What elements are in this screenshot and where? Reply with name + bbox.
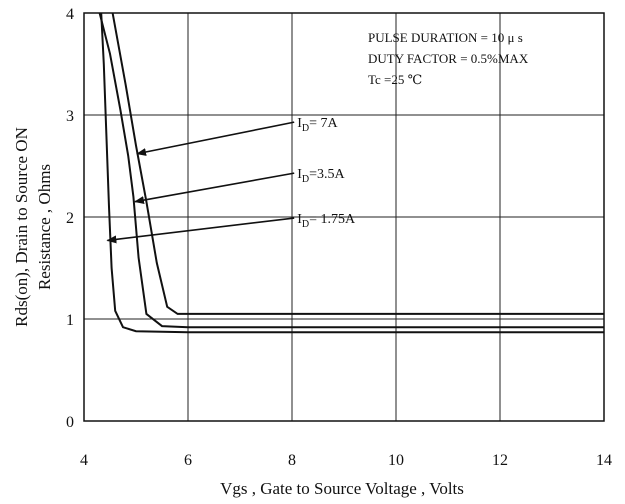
y-tick-label-2: 2 bbox=[66, 210, 74, 227]
y-tick-label-1: 1 bbox=[66, 312, 74, 329]
condition-case-temperature: Tc =25 ℃ bbox=[368, 72, 422, 87]
y-axis-title-line2: Resistance , Ohms bbox=[35, 164, 54, 290]
y-tick-label-0: 0 bbox=[66, 414, 74, 431]
series-arrow-2 bbox=[106, 217, 295, 244]
plot-area-frame bbox=[83, 12, 605, 422]
series-line-2 bbox=[100, 13, 604, 334]
series-line-1 bbox=[98, 13, 604, 329]
condition-pulse-duration: PULSE DURATION = 10 μ s bbox=[368, 30, 523, 45]
series-line-0 bbox=[111, 13, 604, 315]
series-label-1: ID=3.5A bbox=[297, 167, 345, 185]
series-lines bbox=[98, 13, 604, 334]
series-label-0: ID= 7A bbox=[297, 116, 338, 134]
y-axis-ticks: 0 1 2 3 4 bbox=[66, 6, 74, 431]
x-tick-label-5: 14 bbox=[596, 452, 612, 469]
x-tick-label-3: 10 bbox=[388, 452, 404, 469]
x-axis-title: Vgs , Gate to Source Voltage , Volts bbox=[220, 479, 464, 498]
y-tick-label-4: 4 bbox=[66, 6, 74, 23]
series-label-2: ID= 1.75A bbox=[297, 212, 356, 230]
series-arrow-1 bbox=[133, 172, 295, 205]
series-annotations: ID= 7A ID=3.5A ID= 1.75A bbox=[106, 116, 356, 244]
x-tick-label-0: 4 bbox=[80, 452, 88, 469]
y-axis-title-line1: Rds(on), Drain to Source ON bbox=[12, 127, 31, 327]
x-tick-label-4: 12 bbox=[492, 452, 508, 469]
grid-lines bbox=[84, 13, 604, 421]
condition-duty-factor: DUTY FACTOR = 0.5%MAX bbox=[368, 51, 529, 66]
x-axis-ticks: 4 6 8 10 12 14 bbox=[80, 452, 612, 469]
series-arrow-0 bbox=[136, 121, 295, 156]
x-tick-label-2: 8 bbox=[288, 452, 296, 469]
test-conditions: PULSE DURATION = 10 μ s DUTY FACTOR = 0.… bbox=[368, 30, 529, 87]
y-tick-label-3: 3 bbox=[66, 108, 74, 125]
x-tick-label-1: 6 bbox=[184, 452, 192, 469]
